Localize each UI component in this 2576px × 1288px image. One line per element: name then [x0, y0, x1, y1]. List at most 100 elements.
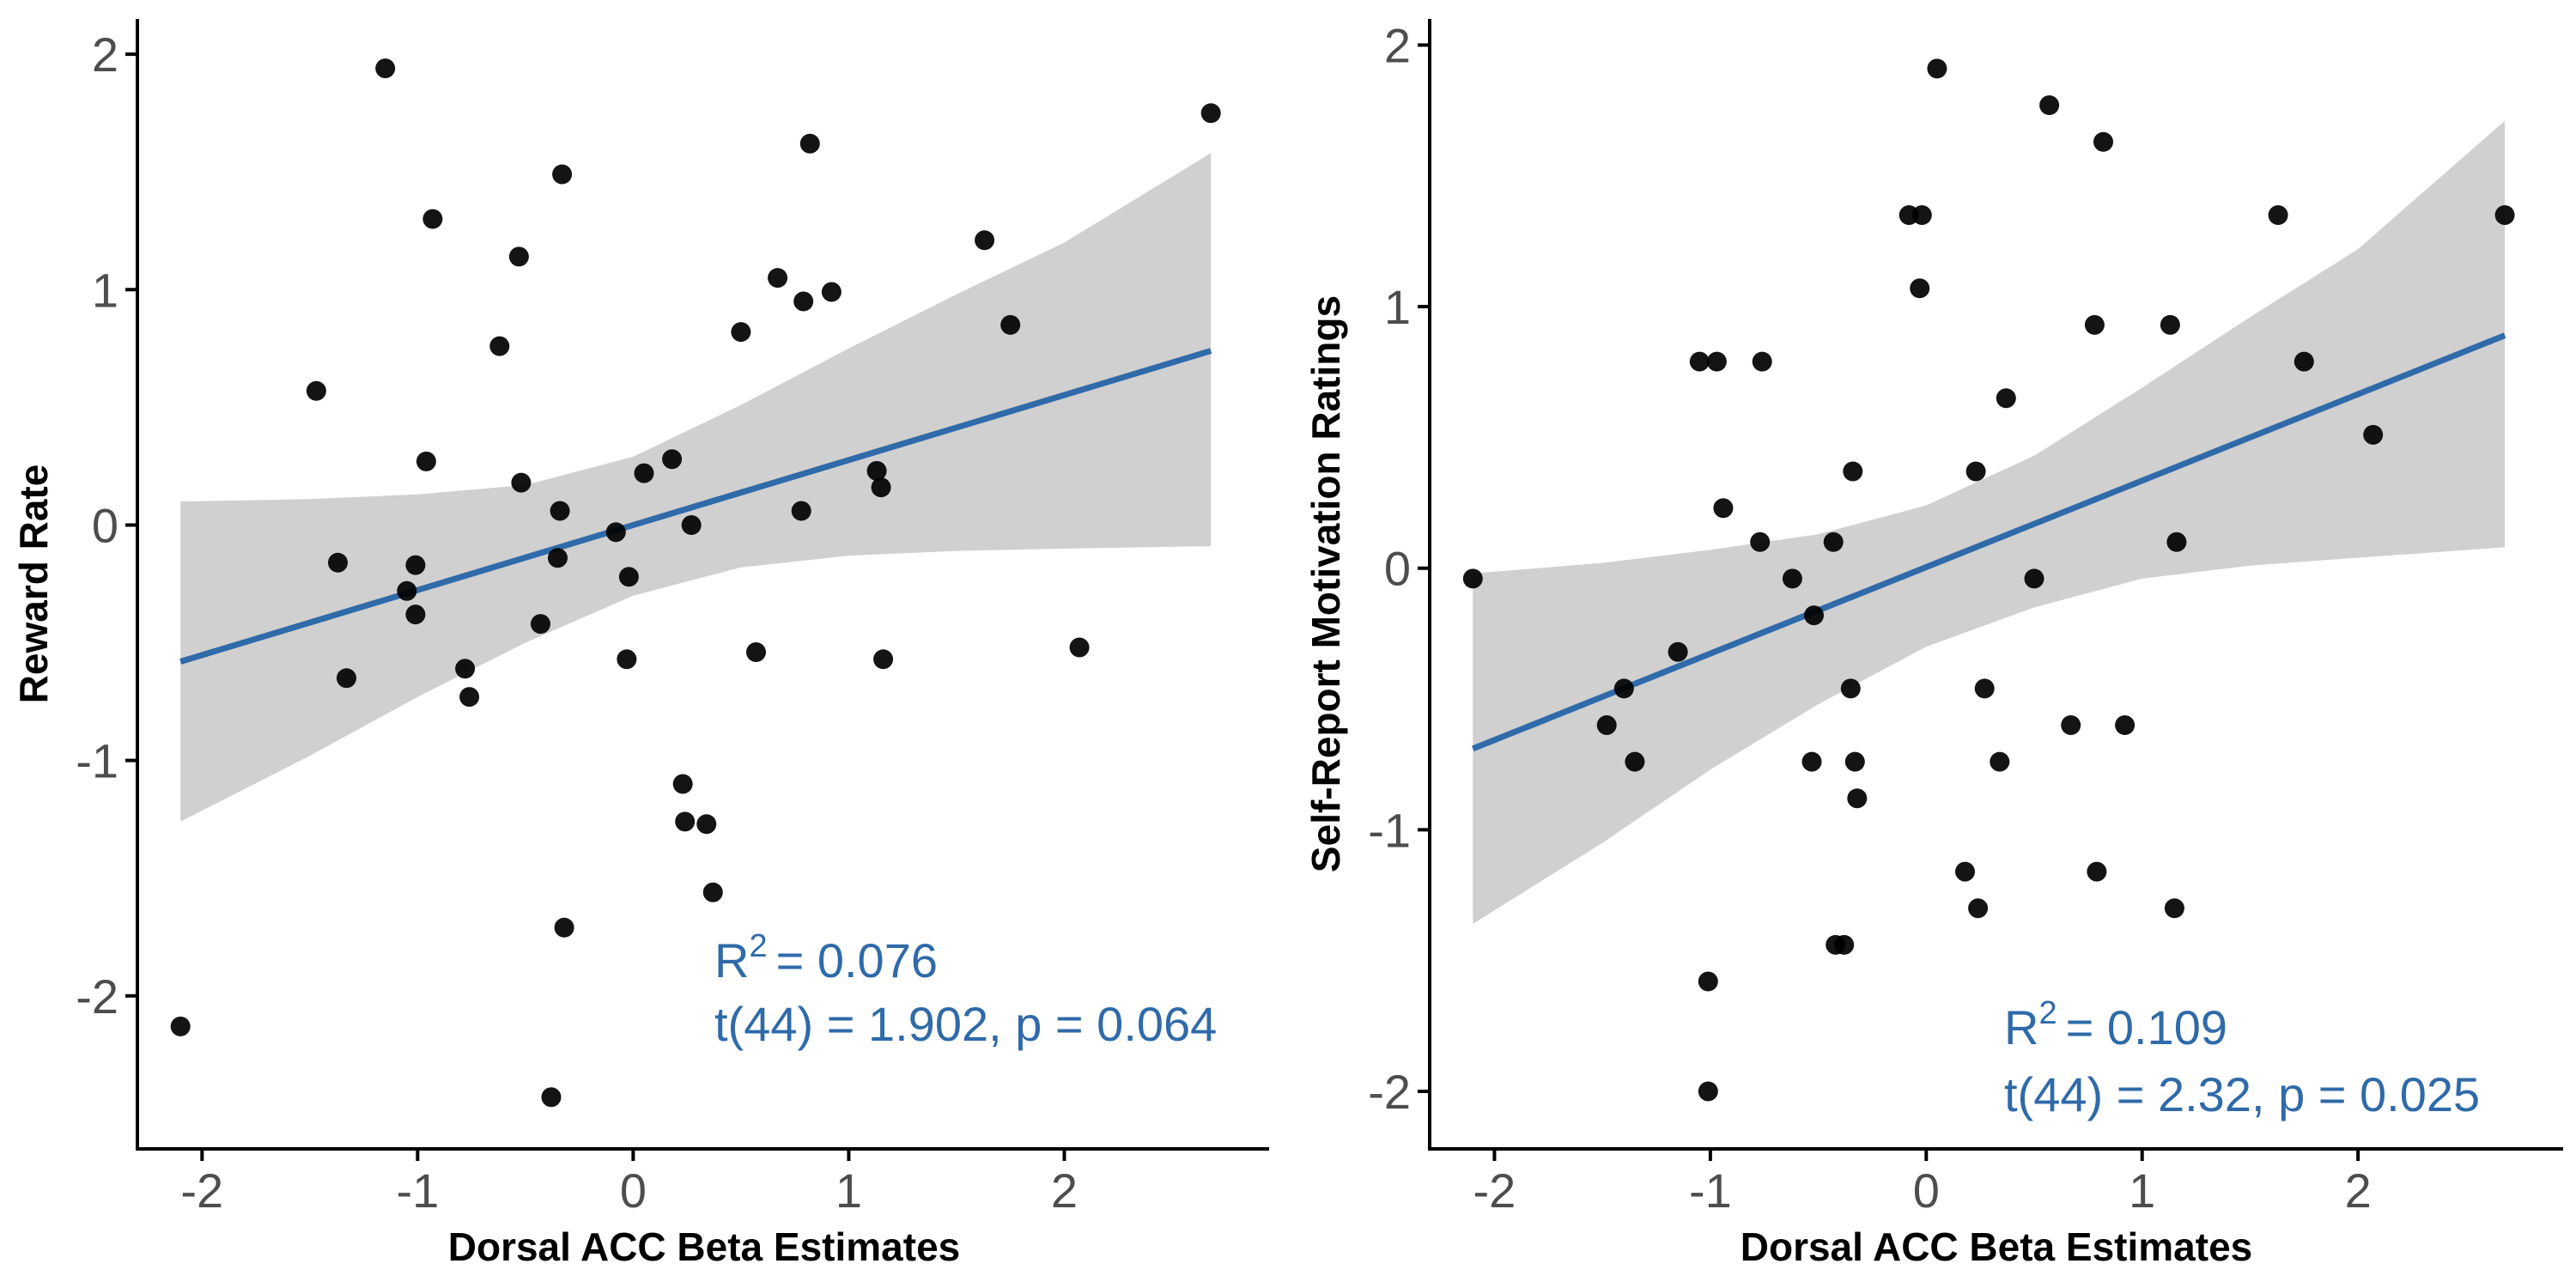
left-y-axis-title: Reward Rate	[11, 465, 56, 704]
right-data-point	[2093, 131, 2113, 152]
left-x-axis-title: Dorsal ACC Beta Estimates	[448, 1224, 961, 1269]
right-data-point	[1596, 715, 1617, 735]
left-data-point	[672, 774, 693, 794]
right-data-point	[1668, 641, 1688, 662]
left-data-point	[416, 451, 436, 471]
left-data-point	[405, 605, 426, 625]
right-y-tick-label: -1	[1368, 803, 1411, 857]
right-data-point	[2039, 95, 2060, 115]
left-y-tick-label: -2	[76, 969, 118, 1024]
left-r2-annotation: R2 = 0.076	[714, 928, 938, 987]
left-data-point	[662, 449, 683, 470]
left-data-point	[554, 917, 574, 938]
right-data-point	[1965, 461, 1986, 482]
right-y-axis-title: Self-Report Motivation Ratings	[1303, 295, 1348, 872]
right-r2-prefix: R	[2004, 1000, 2038, 1054]
right-data-point	[1625, 751, 1645, 772]
left-x-tick-label: -2	[180, 1163, 223, 1218]
left-t-test-annotation: t(44) = 1.902, p = 0.064	[714, 997, 1217, 1051]
left-data-point	[405, 555, 426, 575]
left-x-tick-label: 2	[1051, 1163, 1078, 1218]
left-data-point	[793, 291, 814, 312]
left-data-point	[337, 668, 356, 689]
left-data-point	[617, 649, 637, 670]
right-data-point	[1834, 934, 1855, 955]
left-data-point	[489, 336, 510, 356]
left-r2-prefix: R	[714, 933, 749, 987]
left-data-point	[550, 501, 570, 521]
left-regression-line	[179, 348, 1212, 665]
right-x-tick-label: 0	[1913, 1163, 1940, 1218]
left-data-point	[459, 687, 480, 708]
right-data-point	[1840, 678, 1861, 699]
left-data-point	[791, 501, 811, 521]
right-data-point	[1974, 678, 1995, 699]
right-r2-superscript: 2	[2038, 995, 2057, 1031]
left-data-point	[1000, 314, 1021, 335]
left-data-point	[552, 164, 573, 185]
left-x-tick-label: 0	[620, 1163, 647, 1218]
left-data-point	[328, 552, 348, 573]
left-data-point	[605, 522, 626, 543]
right-data-point	[1782, 568, 1802, 589]
right-data-point	[1752, 351, 1772, 372]
left-data-point	[821, 282, 841, 302]
left-data-point	[397, 580, 417, 601]
left-data-point	[799, 133, 820, 154]
right-data-point	[1613, 678, 1634, 699]
left-data-point	[634, 463, 654, 483]
right-data-point	[2363, 424, 2384, 445]
left-data-point	[541, 1087, 562, 1108]
right-y-tick-label: 0	[1384, 542, 1411, 596]
left-x-tick-label: 1	[835, 1163, 862, 1218]
left-confidence-band	[180, 153, 1212, 822]
right-data-point	[1750, 532, 1771, 552]
left-data-point	[1069, 637, 1090, 658]
left-data-point	[681, 515, 702, 535]
right-data-point	[1698, 1081, 1718, 1102]
left-r2-superscript: 2	[749, 928, 767, 964]
right-data-point	[1955, 861, 1975, 882]
right-regression-line	[1471, 332, 2506, 752]
left-x-tick-label: -1	[396, 1163, 439, 1218]
right-y-tick-label: -2	[1368, 1065, 1411, 1119]
right-data-point	[2164, 898, 2184, 919]
right-data-point	[1844, 751, 1865, 772]
right-data-point	[1843, 461, 1863, 482]
right-data-point	[1706, 351, 1727, 372]
right-r2-value: = 0.109	[2066, 1000, 2227, 1054]
right-x-axis-title: Dorsal ACC Beta Estimates	[1741, 1224, 2253, 1269]
left-r2-value: = 0.076	[776, 933, 938, 987]
left-data-point	[873, 649, 894, 670]
right-y-tick-label: 2	[1384, 18, 1411, 72]
left-data-point	[508, 246, 529, 267]
right-data-point	[2084, 314, 2105, 335]
right-data-point	[2115, 715, 2136, 735]
left-data-point	[866, 460, 887, 481]
left-data-point	[422, 209, 443, 229]
left-panel: -2 -1 0 1 2 -2 -1 0 1 2 Dorsal ACC Beta Estimates…	[11, 19, 1269, 1269]
right-data-point	[1990, 751, 2010, 772]
right-panel: -2 -1 0 1 2 -2 -1 0 1 2 Dorsal ACC Beta Estimates…	[1303, 18, 2563, 1269]
right-data-point	[1713, 498, 1734, 519]
left-data-point	[975, 230, 995, 251]
left-data-point	[170, 1016, 191, 1036]
right-data-point	[1968, 898, 1989, 919]
left-data-point	[768, 268, 788, 289]
left-data-point	[548, 548, 568, 568]
right-data-point	[1910, 278, 1930, 299]
left-data-point	[696, 814, 717, 835]
left-data-point	[511, 472, 532, 493]
right-x-tick-label: 1	[2129, 1163, 2155, 1218]
left-data-point	[455, 659, 476, 679]
right-data-point	[1847, 788, 1868, 809]
right-confidence-band	[1473, 120, 2506, 925]
right-data-point	[2024, 568, 2044, 589]
right-data-point	[2293, 351, 2314, 372]
right-data-point	[1823, 532, 1844, 552]
right-data-point	[2166, 532, 2187, 552]
right-data-point	[1927, 58, 1947, 79]
left-data-point	[731, 322, 751, 343]
left-data-point	[618, 567, 639, 587]
